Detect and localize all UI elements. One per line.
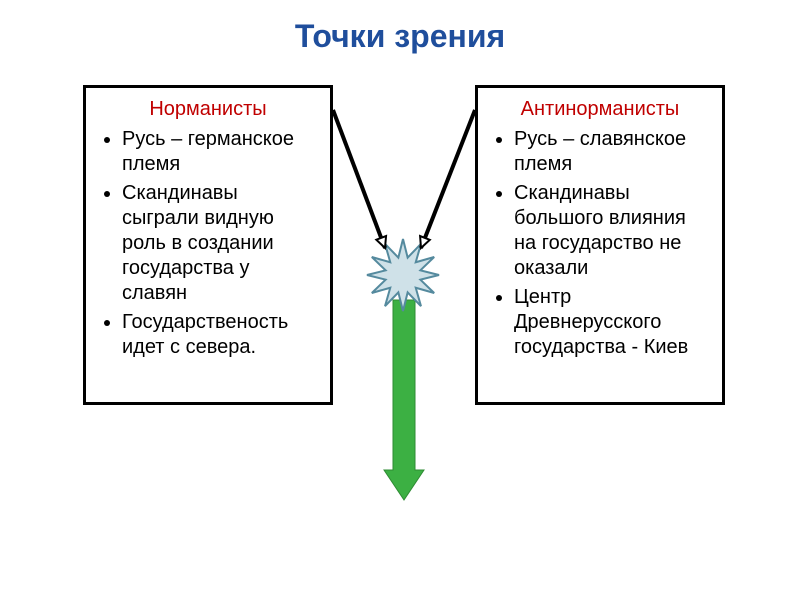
normanists-list: Русь – германское племя Скандинавы сыгра… xyxy=(100,127,316,360)
page-title: Точки зрения xyxy=(0,18,800,55)
antinormanists-list: Русь – славянское племя Скандинавы больш… xyxy=(492,127,708,360)
connector-arrow xyxy=(421,110,475,248)
list-item: Скандинавы сыграли видную роль в создани… xyxy=(122,181,316,306)
connector-arrowhead xyxy=(376,236,386,248)
normanists-box: Норманисты Русь – германское племя Сканд… xyxy=(83,85,333,405)
list-item: Русь – славянское племя xyxy=(514,127,708,177)
down-arrow xyxy=(384,300,424,500)
starburst-icon xyxy=(367,239,439,311)
list-item: Скандинавы большого влияния на государст… xyxy=(514,181,708,281)
connector-arrow xyxy=(333,110,385,248)
list-item: Центр Древнерусского государства - Киев xyxy=(514,285,708,360)
connector-arrowhead xyxy=(420,236,430,248)
antinormanists-heading: Антинорманисты xyxy=(492,98,708,121)
list-item: Государственость идет с севера. xyxy=(122,310,316,360)
list-item: Русь – германское племя xyxy=(122,127,316,177)
normanists-heading: Норманисты xyxy=(100,98,316,121)
antinormanists-box: Антинорманисты Русь – славянское племя С… xyxy=(475,85,725,405)
